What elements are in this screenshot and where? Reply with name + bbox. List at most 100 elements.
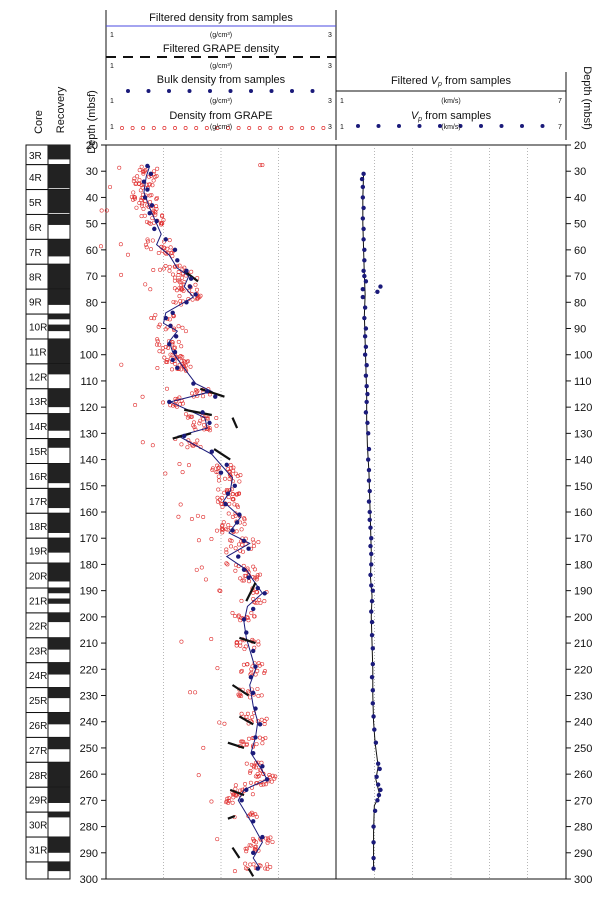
grape-density-point: [230, 800, 235, 805]
depth-tick-label-left: 180: [80, 559, 98, 571]
grape-density-point: [245, 662, 250, 667]
depth-tick-label-left: 290: [80, 848, 98, 860]
grape-density-point: [242, 517, 247, 522]
core-label: 22R: [29, 621, 47, 632]
grape-density-point: [165, 358, 170, 363]
bulk-density-point: [170, 310, 175, 315]
grape-density-point: [244, 846, 249, 851]
vp-sample-point: [366, 431, 371, 436]
grape-density-point: [176, 514, 181, 519]
grape-density-point: [255, 573, 260, 578]
bulk-density-point: [207, 420, 212, 426]
recovery-recovered-interval: [48, 598, 70, 604]
grape-density-point: [119, 362, 124, 367]
depth-tick-label-right: 40: [574, 192, 586, 204]
vp-sample-point: [378, 787, 383, 793]
depth-tick-label-left: 20: [86, 140, 98, 152]
vp-sample-point: [369, 562, 374, 567]
depth-tick-label-left: 270: [80, 795, 98, 807]
density-panel: [98, 163, 278, 877]
grape-density-point: [188, 690, 193, 695]
grape-density-point: [148, 247, 153, 252]
legend-circle-sample: [310, 126, 315, 130]
grape-density-point: [194, 287, 199, 292]
depth-tick-label-right: 160: [574, 507, 592, 519]
grape-density-point: [254, 577, 259, 582]
vp-sample-point: [370, 688, 375, 693]
core-cell: [25, 861, 49, 880]
grape-density-point: [240, 542, 245, 547]
grape-density-point: [226, 511, 231, 516]
grape-density-point: [258, 600, 263, 605]
legend-vp-dot-sample: [417, 124, 422, 128]
bulk-density-point: [170, 357, 175, 363]
recovery-recovered-interval: [48, 438, 70, 448]
core-label: 23R: [29, 646, 47, 657]
vp-sample-point: [369, 633, 375, 638]
vp-sample-point: [378, 284, 383, 289]
recovery-recovered-interval: [48, 363, 70, 375]
bulk-density-point: [246, 546, 251, 551]
legend-vp-min: 1: [340, 98, 344, 105]
core-label: 14R: [29, 422, 47, 433]
grape-density-point: [233, 783, 238, 788]
grape-density-point: [145, 237, 150, 242]
legend-circle-sample: [183, 126, 188, 130]
grape-density-point: [255, 774, 260, 779]
recovery-recovered-interval: [48, 264, 70, 290]
depth-tick-label-left: 300: [80, 874, 98, 886]
grape-density-point: [263, 866, 268, 871]
depth-tick-label-right: 260: [574, 769, 592, 781]
grape-density-point: [194, 567, 199, 572]
grape-density-point: [269, 779, 274, 784]
depth-tick-label-right: 150: [574, 481, 592, 493]
grape-density-point: [186, 463, 191, 468]
core-label: 24R: [29, 671, 47, 682]
grape-density-point: [150, 238, 155, 243]
depth-tick-label-right: 280: [574, 822, 592, 834]
recovery-recovered-interval: [48, 861, 70, 872]
grape-density-point: [179, 639, 184, 644]
core-label: 18R: [29, 522, 47, 533]
filtered-grape-dash: [199, 387, 225, 398]
legend-vp-title: Filtered Vp from samples: [391, 75, 512, 88]
vp-sample-point: [363, 344, 369, 350]
grape-density-point: [190, 391, 195, 396]
bulk-density-point: [241, 617, 247, 622]
legend-vp-title-prefix: Filtered: [391, 75, 431, 87]
grape-density-point: [214, 415, 219, 420]
grape-density-point: [193, 690, 198, 695]
legend-vp-dot-sample: [520, 124, 524, 128]
grape-density-point: [249, 671, 254, 676]
grape-density-point: [151, 178, 156, 183]
grape-density-point: [173, 362, 178, 367]
depth-tick-label-right: 200: [574, 612, 592, 624]
grape-density-point: [163, 263, 168, 268]
bulk-density-point: [205, 389, 210, 394]
grape-density-point: [225, 467, 230, 472]
grape-density-point: [164, 386, 169, 391]
grape-density-point: [167, 268, 172, 273]
grape-density-point: [241, 662, 246, 667]
grape-density-point: [226, 796, 231, 801]
vp-sample-point: [371, 824, 376, 829]
depth-tick-label-left: 200: [80, 612, 98, 624]
legend-vp-dot-sample: [499, 124, 504, 128]
bulk-density-point: [241, 538, 247, 544]
grape-density-point: [157, 342, 162, 347]
recovery-recovered-interval: [48, 413, 70, 431]
grape-density-point: [239, 598, 244, 603]
grape-density-point: [243, 644, 248, 649]
bulk-density-point: [251, 819, 256, 824]
grape-density-point: [247, 770, 252, 775]
grape-density-point: [216, 474, 221, 479]
grape-density-point: [145, 239, 150, 244]
vp-sample-point: [362, 273, 367, 279]
grape-density-point: [263, 735, 268, 740]
grape-density-point: [171, 403, 176, 408]
grape-density-point: [167, 317, 172, 322]
depth-tick-label-left: 240: [80, 717, 98, 729]
depth-tick-label-left: 210: [80, 638, 98, 650]
grape-density-point: [216, 478, 221, 483]
grape-density-point: [199, 565, 204, 570]
